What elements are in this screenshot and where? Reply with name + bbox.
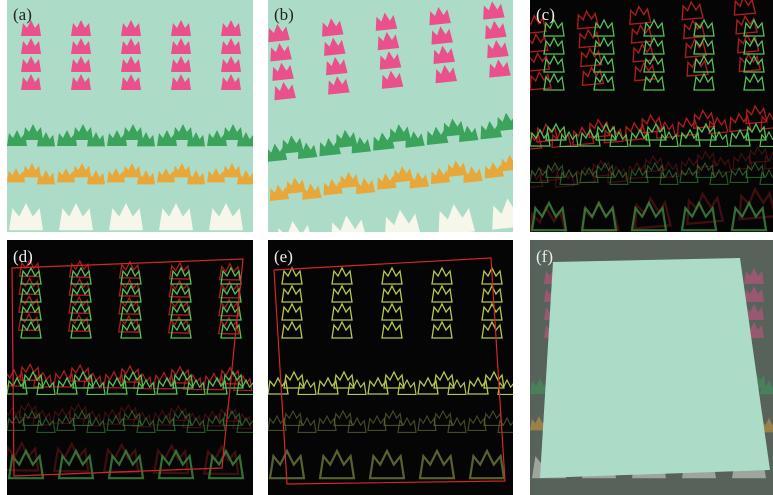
panel-e bbox=[268, 240, 566, 495]
panel-label: (b) bbox=[274, 5, 294, 24]
panel-a bbox=[7, 0, 305, 232]
panel-label: (a) bbox=[13, 5, 32, 24]
panel-label: (c) bbox=[536, 5, 555, 24]
panel-label: (f) bbox=[536, 247, 553, 266]
panel-c bbox=[509, 0, 773, 238]
warped-image bbox=[540, 258, 770, 478]
panel-label: (d) bbox=[13, 247, 33, 266]
panel-f bbox=[530, 240, 773, 495]
panel-label: (e) bbox=[274, 247, 293, 266]
figure: (a) (b) (c) (d) (e) (f) bbox=[0, 0, 773, 495]
panel-d bbox=[2, 240, 305, 495]
tulip bbox=[511, 119, 532, 136]
